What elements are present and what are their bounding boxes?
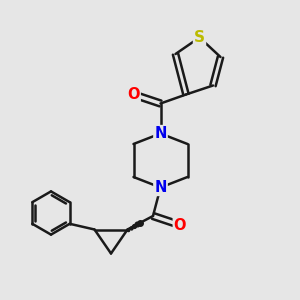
Text: S: S: [194, 30, 205, 45]
Text: N: N: [154, 126, 167, 141]
Text: N: N: [154, 180, 167, 195]
Text: O: O: [127, 87, 140, 102]
Text: O: O: [174, 218, 186, 232]
